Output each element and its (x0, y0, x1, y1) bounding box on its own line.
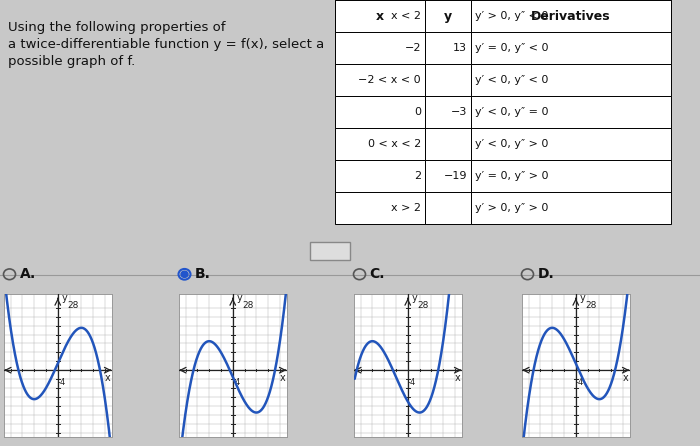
Bar (335, 64, 425, 96)
Bar (310, 243, 350, 260)
Text: x: x (104, 373, 110, 383)
Bar (425, 128, 471, 160)
Bar (471, 0, 671, 32)
Bar (335, 160, 425, 192)
Text: 0 < x < 2: 0 < x < 2 (368, 139, 421, 149)
Text: x: x (376, 9, 384, 23)
Text: Using the following properties of: Using the following properties of (8, 21, 225, 34)
Text: y′ < 0, y″ = 0: y′ < 0, y″ = 0 (475, 107, 549, 117)
Text: A.: A. (20, 267, 36, 281)
Bar (471, 128, 671, 160)
Text: y′ = 0, y″ > 0: y′ = 0, y″ > 0 (475, 171, 549, 182)
Text: x: x (279, 373, 285, 383)
Text: a twice-differentiable function y = f(x), select a: a twice-differentiable function y = f(x)… (8, 38, 324, 51)
Text: ...: ... (325, 247, 335, 256)
Bar (471, 192, 671, 224)
Text: C.: C. (370, 267, 385, 281)
Text: 2: 2 (414, 171, 421, 182)
Text: y′ > 0, y″ < 0: y′ > 0, y″ < 0 (475, 11, 548, 21)
Bar (425, 32, 471, 64)
Text: y′ > 0, y″ > 0: y′ > 0, y″ > 0 (475, 203, 548, 213)
Text: 28: 28 (242, 301, 253, 310)
Text: 28: 28 (585, 301, 596, 310)
Bar (471, 160, 671, 192)
Text: y′ < 0, y″ < 0: y′ < 0, y″ < 0 (475, 75, 548, 85)
Bar (425, 0, 471, 32)
Text: −2 < x < 0: −2 < x < 0 (358, 75, 421, 85)
Text: y: y (444, 9, 452, 23)
Bar (425, 160, 471, 192)
Bar (425, 0, 471, 32)
Bar (425, 64, 471, 96)
Text: 28: 28 (67, 301, 78, 310)
Bar (425, 192, 471, 224)
Text: -4: -4 (575, 378, 583, 387)
Text: -4: -4 (407, 378, 415, 387)
Text: y: y (580, 293, 586, 303)
Bar (471, 96, 671, 128)
Bar (335, 0, 425, 32)
Bar (471, 64, 671, 96)
Text: 13: 13 (453, 43, 467, 53)
Text: y: y (412, 293, 418, 303)
Bar (335, 96, 425, 128)
Bar (471, 0, 671, 32)
Text: x > 2: x > 2 (391, 203, 421, 213)
Text: −19: −19 (444, 171, 467, 182)
Text: Derivatives: Derivatives (531, 9, 611, 23)
Text: -4: -4 (57, 378, 65, 387)
Text: x: x (622, 373, 628, 383)
Text: −3: −3 (451, 107, 467, 117)
Text: possible graph of f.: possible graph of f. (8, 55, 135, 68)
Text: y′ < 0, y″ > 0: y′ < 0, y″ > 0 (475, 139, 548, 149)
Text: x < 2: x < 2 (391, 11, 421, 21)
Text: y: y (237, 293, 243, 303)
Circle shape (181, 271, 188, 277)
Text: 28: 28 (417, 301, 428, 310)
Text: -4: -4 (232, 378, 240, 387)
Bar (335, 32, 425, 64)
Bar (335, 128, 425, 160)
Bar (471, 32, 671, 64)
Bar (335, 192, 425, 224)
Text: B.: B. (195, 267, 211, 281)
Bar (425, 96, 471, 128)
Text: y′ = 0, y″ < 0: y′ = 0, y″ < 0 (475, 43, 549, 53)
Text: y: y (62, 293, 68, 303)
Text: D.: D. (538, 267, 554, 281)
Text: x: x (454, 373, 460, 383)
Text: 0: 0 (414, 107, 421, 117)
Text: −2: −2 (405, 43, 421, 53)
Bar (335, 0, 425, 32)
